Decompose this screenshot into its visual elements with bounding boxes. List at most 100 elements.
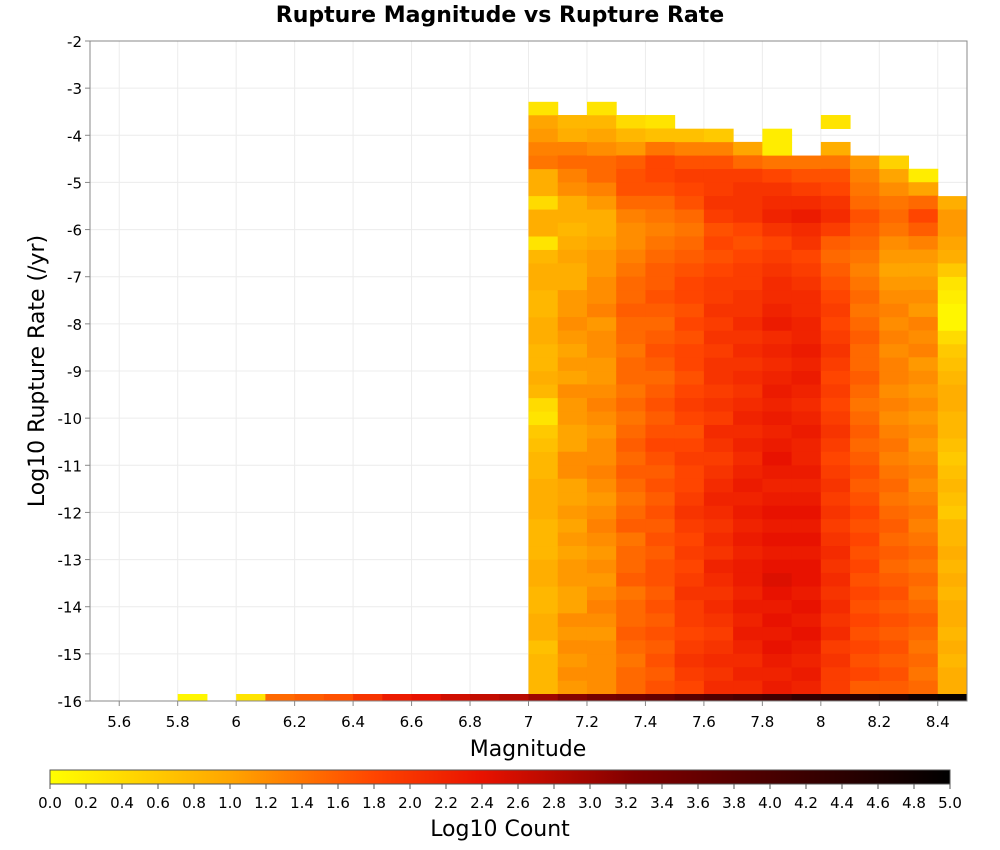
x-tick-label: 7.8 <box>750 713 774 731</box>
heatmap-cell <box>616 397 646 412</box>
heatmap-cell <box>645 465 676 480</box>
heatmap-cell <box>937 223 968 238</box>
heatmap-cell <box>850 195 880 210</box>
heatmap-cell <box>557 667 588 682</box>
heatmap-cell <box>820 141 851 156</box>
x-tick-label: 5.8 <box>166 713 190 731</box>
heatmap-cell <box>703 357 734 372</box>
heatmap-cell <box>528 519 559 534</box>
heatmap-cell <box>586 519 617 534</box>
y-tick-label: -10 <box>58 410 83 428</box>
x-tick-label: 8.4 <box>926 713 950 731</box>
heatmap-cell <box>762 600 793 615</box>
heatmap-cell <box>586 223 617 238</box>
heatmap-cell <box>733 209 763 224</box>
heatmap-cell <box>791 653 822 668</box>
heatmap-cell <box>879 438 910 453</box>
heatmap-cell <box>733 438 763 453</box>
heatmap-cell <box>645 680 676 694</box>
heatmap-cell <box>820 559 851 574</box>
heatmap-cell <box>703 398 734 413</box>
heatmap-cell <box>528 398 559 413</box>
heatmap-cell <box>820 653 851 668</box>
heatmap-cell <box>645 128 676 143</box>
heatmap-cell <box>616 519 646 534</box>
heatmap-cell <box>674 640 705 655</box>
heatmap-cell <box>616 599 646 614</box>
heatmap-cell <box>528 438 559 453</box>
heatmap-cell <box>850 546 880 561</box>
heatmap-cell <box>762 330 793 345</box>
heatmap-cell <box>703 411 734 426</box>
heatmap-cell <box>674 169 705 184</box>
heatmap-cell <box>586 680 617 694</box>
heatmap-cell <box>674 573 705 588</box>
heatmap-cell <box>674 384 705 399</box>
heatmap-cell <box>616 411 646 426</box>
heatmap-cell <box>557 317 588 332</box>
heatmap-cell <box>850 222 880 237</box>
heatmap-cell <box>791 573 822 588</box>
heatmap-cell <box>557 330 588 345</box>
heatmap-cell <box>850 357 880 372</box>
heatmap-cell <box>937 371 968 386</box>
heatmap-cell <box>703 155 734 170</box>
heatmap-cell <box>645 519 676 534</box>
heatmap-cell <box>557 640 588 655</box>
heatmap-cell <box>791 276 822 291</box>
heatmap-cell <box>645 236 676 251</box>
heatmap-cell <box>586 142 617 157</box>
heatmap-cell <box>879 236 910 251</box>
heatmap-cell <box>762 492 793 507</box>
heatmap-cell <box>908 411 939 426</box>
heatmap-cell <box>294 694 325 701</box>
heatmap-cell <box>733 451 763 466</box>
y-tick-label: -4 <box>67 127 82 145</box>
heatmap-cell <box>820 330 851 345</box>
heatmap-cell <box>586 290 617 305</box>
heatmap-cell <box>908 289 939 304</box>
heatmap-cell <box>645 343 676 358</box>
heatmap-cell <box>820 290 851 305</box>
heatmap-cell <box>616 209 646 224</box>
heatmap-cell <box>528 330 559 345</box>
y-tick-label: -2 <box>67 33 82 51</box>
heatmap-cell <box>791 411 822 426</box>
heatmap-cell <box>908 599 939 614</box>
heatmap-cell <box>616 626 646 641</box>
heatmap-cell <box>586 371 617 386</box>
heatmap-cell <box>937 452 968 466</box>
heatmap-cell <box>557 478 588 493</box>
heatmap-cell <box>645 249 676 264</box>
heatmap-cell <box>937 478 968 493</box>
heatmap-cell <box>703 505 734 520</box>
heatmap-cell <box>586 640 617 655</box>
heatmap-cell <box>762 627 793 641</box>
heatmap-cell <box>557 182 588 197</box>
heatmap-cell <box>674 236 705 251</box>
heatmap-cell <box>937 344 968 359</box>
heatmap-cell <box>908 438 939 453</box>
heatmap-cell <box>850 478 880 493</box>
heatmap-cell <box>908 236 939 251</box>
heatmap-cell <box>791 667 822 682</box>
heatmap-cell <box>820 465 851 480</box>
heatmap-cell <box>820 209 851 224</box>
heatmap-cell <box>908 572 939 587</box>
heatmap-cell <box>850 290 880 305</box>
heatmap-cell <box>557 694 588 701</box>
heatmap-cell <box>703 371 734 386</box>
heatmap-cell <box>616 115 646 129</box>
heatmap-cell <box>937 357 968 372</box>
heatmap-cell <box>528 142 559 157</box>
heatmap-cell <box>674 532 705 547</box>
heatmap-cell <box>645 653 676 668</box>
heatmap-cell <box>791 465 822 480</box>
heatmap-cell <box>908 613 939 628</box>
heatmap-cell <box>791 384 822 399</box>
heatmap-cell <box>557 492 588 507</box>
heatmap-cell <box>557 236 588 251</box>
heatmap-cell <box>820 384 851 399</box>
heatmap-cell <box>879 195 910 210</box>
heatmap-cell <box>820 572 851 587</box>
